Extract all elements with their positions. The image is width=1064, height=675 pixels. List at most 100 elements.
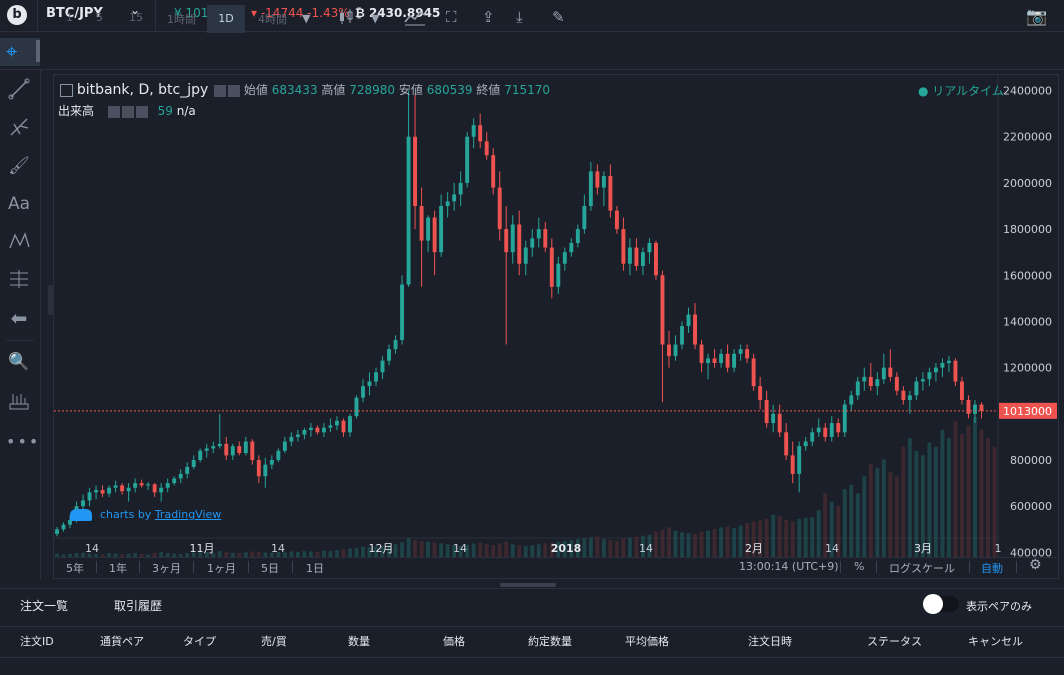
pair-selector[interactable]: BTC/JPY xyxy=(46,6,103,21)
range-3m[interactable]: 3ヶ月 xyxy=(152,562,181,575)
col-status[interactable]: ステータス xyxy=(867,635,922,648)
collapse-icon[interactable] xyxy=(60,84,73,97)
tradingview-link[interactable]: TradingView xyxy=(154,508,222,521)
candle-body xyxy=(367,381,372,387)
zoom-icon[interactable]: 🔍 xyxy=(8,352,30,372)
volume-bar xyxy=(582,538,587,557)
low-label: 安値 xyxy=(398,83,423,97)
indicators-icon[interactable] xyxy=(404,8,426,30)
fullscreen-icon[interactable]: ⛶ xyxy=(446,8,457,26)
ruler-icon[interactable] xyxy=(6,390,32,414)
range-divider xyxy=(292,561,293,573)
close-icon[interactable] xyxy=(135,105,148,118)
timeframe-4h[interactable]: 4時間 xyxy=(258,13,287,26)
col-side[interactable]: 売/買 xyxy=(261,635,287,648)
more-icon[interactable]: ••• xyxy=(6,432,41,451)
timeframe-1d[interactable]: 1D xyxy=(207,5,245,33)
price-change-value: -14744 -1.43% xyxy=(260,6,350,20)
price-chart[interactable]: 4000006000008000001000000120000014000001… xyxy=(54,75,1058,578)
volume-bar xyxy=(74,553,79,557)
crosshair-tool-bg[interactable] xyxy=(0,38,40,66)
col-avg-price[interactable]: 平均価格 xyxy=(625,635,669,648)
volume-bar xyxy=(432,542,437,557)
y-tick-label: 2200000 xyxy=(1003,131,1052,144)
panel-resize-handle[interactable] xyxy=(500,583,556,587)
volume-bar xyxy=(901,446,906,557)
col-cancel[interactable]: キャンセル xyxy=(968,635,1023,648)
col-order-id[interactable]: 注文ID xyxy=(20,635,54,648)
volume-bar xyxy=(100,554,105,557)
download-icon[interactable]: ⤓ xyxy=(516,8,523,26)
volume-bar xyxy=(374,546,378,557)
toggle-knob[interactable] xyxy=(923,594,943,614)
crosshair-icon[interactable]: ⌖ xyxy=(6,39,18,63)
range-1d[interactable]: 1日 xyxy=(306,562,324,575)
chart-panel[interactable]: 4000006000008000001000000120000014000001… xyxy=(53,74,1059,579)
symbol-title: bitbank, D, btc_jpy xyxy=(76,82,209,98)
tab-orders[interactable]: 注文一覧 xyxy=(20,599,69,613)
toolbar-expand-handle[interactable] xyxy=(36,40,40,62)
x-tick-label: 14 xyxy=(85,542,99,555)
candles-icon[interactable] xyxy=(338,8,354,30)
gear-icon[interactable] xyxy=(121,105,134,118)
range-1y[interactable]: 1年 xyxy=(109,562,127,575)
candle-body xyxy=(803,441,808,447)
auto-scale-toggle[interactable]: 自動 xyxy=(981,562,1003,575)
chevron-down-icon[interactable]: ▼ xyxy=(302,12,311,25)
eye-icon[interactable] xyxy=(107,105,120,118)
candle-body xyxy=(159,487,164,493)
candle-body xyxy=(87,492,92,501)
timeframe-1[interactable]: 1 xyxy=(66,11,73,24)
trendline-icon[interactable] xyxy=(6,78,32,102)
eraser-icon[interactable]: ✎ xyxy=(552,8,565,26)
tradingview-brand[interactable]: charts by TradingView xyxy=(70,508,221,521)
eye-icon[interactable] xyxy=(214,84,227,97)
candle-body xyxy=(706,358,711,364)
fork-icon[interactable] xyxy=(6,116,32,140)
upload-icon[interactable]: ⇪ xyxy=(482,8,495,26)
col-amount[interactable]: 数量 xyxy=(348,635,370,648)
chevron-down-icon[interactable]: ▼ xyxy=(371,12,380,25)
col-price[interactable]: 価格 xyxy=(443,635,465,648)
log-scale-toggle[interactable]: ログスケール xyxy=(889,562,955,575)
high-value: 728980 xyxy=(349,83,396,97)
volume-bar xyxy=(927,442,932,557)
candle-body xyxy=(855,381,860,396)
tab-trade-history[interactable]: 取引履歴 xyxy=(114,599,163,613)
candle-body xyxy=(562,252,567,264)
volume-bar xyxy=(699,531,704,557)
volume-bar xyxy=(803,517,808,557)
fib-icon[interactable] xyxy=(6,268,32,292)
volume-bar xyxy=(667,527,671,557)
camera-icon[interactable]: 📷 xyxy=(1026,7,1048,27)
gear-icon[interactable] xyxy=(228,84,241,97)
col-executed[interactable]: 約定数量 xyxy=(528,635,572,648)
sidebar-collapse-handle[interactable] xyxy=(48,285,53,315)
timeframe-5[interactable]: 5 xyxy=(96,11,103,24)
bitbank-logo[interactable]: b xyxy=(7,5,27,25)
candle-body xyxy=(654,242,658,276)
arrow-left-icon[interactable]: ⬅ xyxy=(10,306,28,330)
range-5d[interactable]: 5日 xyxy=(261,562,279,575)
range-divider xyxy=(969,561,970,573)
volume-bar xyxy=(588,537,593,557)
range-1m[interactable]: 1ヶ月 xyxy=(207,562,236,575)
col-pair[interactable]: 通貨ペア xyxy=(100,635,144,648)
timeframe-15[interactable]: 15 xyxy=(129,11,143,24)
col-order-date[interactable]: 注文日時 xyxy=(748,635,792,648)
range-5y[interactable]: 5年 xyxy=(66,562,84,575)
volume-bar xyxy=(478,542,483,557)
brush-icon[interactable]: 🖌 xyxy=(8,156,30,176)
chevron-down-icon[interactable]: ⌄ xyxy=(130,3,141,17)
volume-label: 出来高 xyxy=(58,104,95,118)
drawing-toolbar xyxy=(0,70,41,580)
candle-body xyxy=(432,217,437,253)
candle-body xyxy=(328,425,333,428)
percent-toggle[interactable]: % xyxy=(854,560,865,573)
gear-icon[interactable]: ⚙ xyxy=(1029,557,1042,573)
text-icon[interactable]: Aa xyxy=(7,194,31,214)
pattern-icon[interactable] xyxy=(6,230,32,254)
col-type[interactable]: タイプ xyxy=(183,635,216,648)
timeframe-1h[interactable]: 1時間 xyxy=(167,13,196,26)
x-tick-label: 3月 xyxy=(914,542,932,555)
